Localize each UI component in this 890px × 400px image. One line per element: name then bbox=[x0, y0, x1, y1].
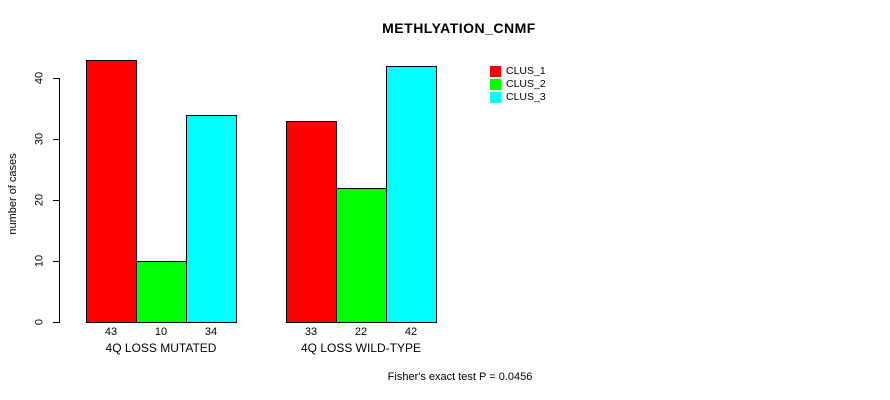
y-tick-label: 10 bbox=[33, 254, 46, 268]
bar-value-label: 10 bbox=[154, 326, 168, 338]
footnote: Fisher's exact test P = 0.0456 bbox=[387, 371, 533, 383]
bar-clus_2-group2 bbox=[336, 188, 387, 323]
category-label: 4Q LOSS MUTATED bbox=[105, 341, 217, 355]
legend-label: CLUS_3 bbox=[506, 91, 546, 104]
bar-clus_1-group2 bbox=[286, 121, 337, 323]
legend-label: CLUS_2 bbox=[506, 78, 546, 91]
y-tick-label: 0 bbox=[33, 318, 46, 326]
bar-value-label: 34 bbox=[204, 326, 218, 338]
y-tick bbox=[53, 139, 59, 140]
y-tick bbox=[53, 261, 59, 262]
bar-clus_3-group1 bbox=[186, 115, 237, 323]
legend-swatch-clus_2 bbox=[490, 79, 501, 90]
bar-clus_2-group1 bbox=[136, 261, 187, 323]
bar-value-label: 43 bbox=[104, 326, 118, 338]
bar-value-label: 42 bbox=[404, 326, 418, 338]
legend-item: CLUS_1 bbox=[490, 65, 546, 78]
legend-item: CLUS_3 bbox=[490, 91, 546, 104]
y-tick bbox=[53, 322, 59, 323]
y-tick-label: 20 bbox=[33, 193, 46, 207]
legend-item: CLUS_2 bbox=[490, 78, 546, 91]
y-tick bbox=[53, 200, 59, 201]
y-tick-label: 40 bbox=[33, 71, 46, 85]
y-tick-label: 30 bbox=[33, 132, 46, 146]
category-label: 4Q LOSS WILD-TYPE bbox=[300, 341, 422, 355]
legend-swatch-clus_1 bbox=[490, 66, 501, 77]
bar-value-label: 22 bbox=[354, 326, 368, 338]
chart-title: METHLYATION_CNMF bbox=[382, 20, 536, 36]
legend: CLUS_1 CLUS_2 CLUS_3 bbox=[490, 65, 546, 104]
bar-value-label: 33 bbox=[304, 326, 318, 338]
legend-label: CLUS_1 bbox=[506, 65, 546, 78]
bar-clus_1-group1 bbox=[86, 60, 137, 323]
legend-swatch-clus_3 bbox=[490, 92, 501, 103]
bar-clus_3-group2 bbox=[386, 66, 437, 323]
y-axis-line bbox=[59, 78, 60, 323]
y-tick bbox=[53, 78, 59, 79]
